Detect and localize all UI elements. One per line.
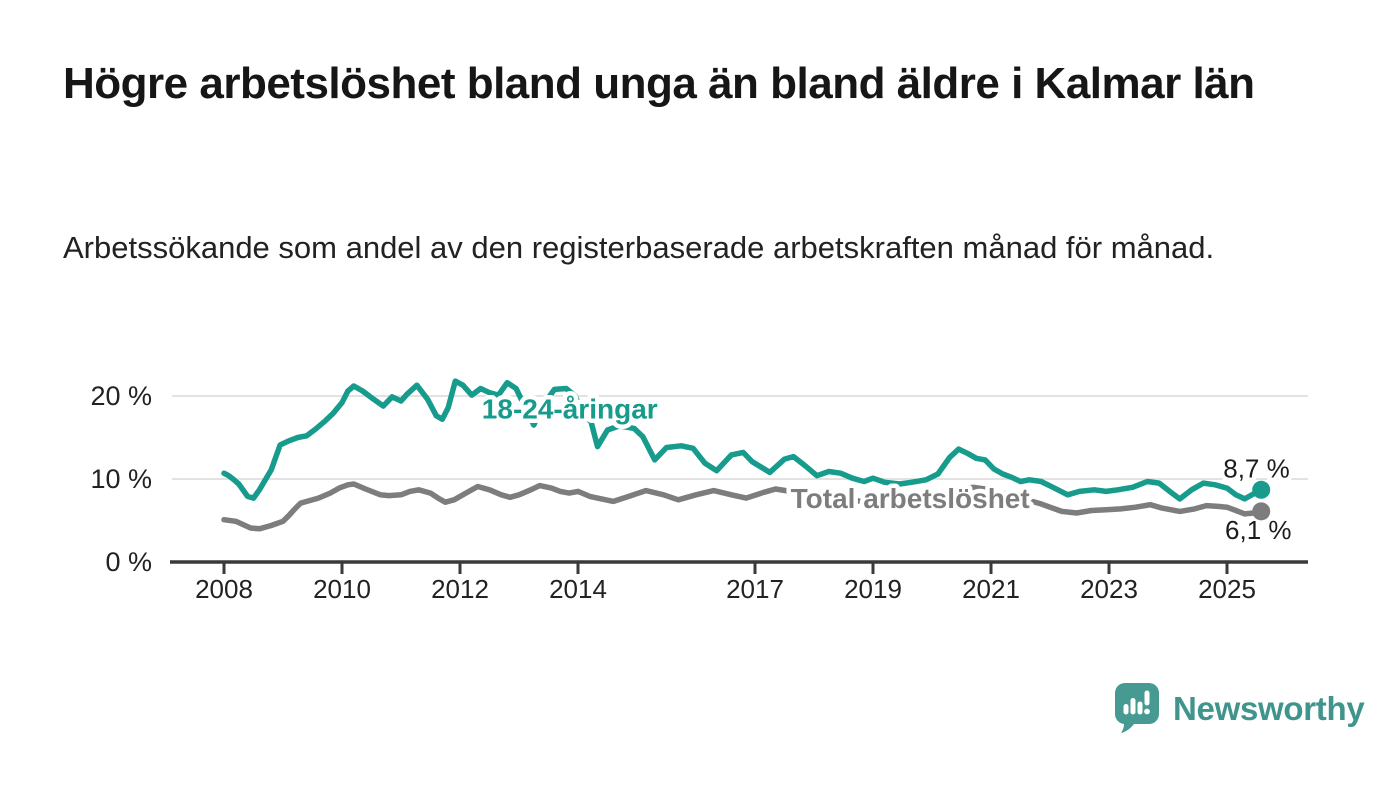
bar-2 [1130,698,1136,715]
x-tick-label-2019: 2019 [844,574,902,604]
annotation-18-24-ringar: 18-24-åringar [482,393,658,424]
y-tick-label-0pct: 0 % [105,547,152,577]
x-tick-label-2017: 2017 [726,574,784,604]
series-line-total-arbetsl-shet [221,481,1264,532]
y-tick-label-20pct: 20 % [90,381,152,411]
bar-1 [1123,704,1129,715]
speech-bubble-shape [1114,683,1159,733]
y-tick-label-10pct: 10 % [90,464,152,494]
x-tick-label-2014: 2014 [549,574,607,604]
unemployment-line-chart: 2008 2010 2012 2014 2017 2019 2021 2023 2025 0 % 1… [90,378,1308,604]
newsworthy-logo-text: Newsworthy [1173,689,1365,727]
series-line-18-24-ringar [221,378,1264,502]
newsworthy-logo: Newsworthy [1114,682,1365,735]
x-tick-label-2021: 2021 [962,574,1020,604]
x-tick-label-2025: 2025 [1198,574,1256,604]
x-tick-label-2010: 2010 [313,574,371,604]
annotation-6-1: 6,1 % [1225,515,1292,545]
exclamation-bar [1144,690,1150,706]
bar-3 [1137,701,1143,715]
x-tick-label-2012: 2012 [431,574,489,604]
x-tick-label-2023: 2023 [1080,574,1138,604]
series-end-dot-total-arbetsl-shet [1252,502,1271,521]
exclamation-dot [1144,708,1150,715]
annotation-8-7: 8,7 % [1223,453,1290,483]
newsworthy-logo-icon [1114,683,1159,733]
series-end-dot-18-24-ringar [1252,480,1271,499]
annotation-total-arbetsl-shet: Total arbetslöshet [791,483,1030,514]
page-subtitle: Arbetssökande som andel av den registerb… [63,230,1215,265]
page-title: Högre arbetslöshet bland unga än bland ä… [63,59,1255,108]
x-tick-label-2008: 2008 [195,574,253,604]
